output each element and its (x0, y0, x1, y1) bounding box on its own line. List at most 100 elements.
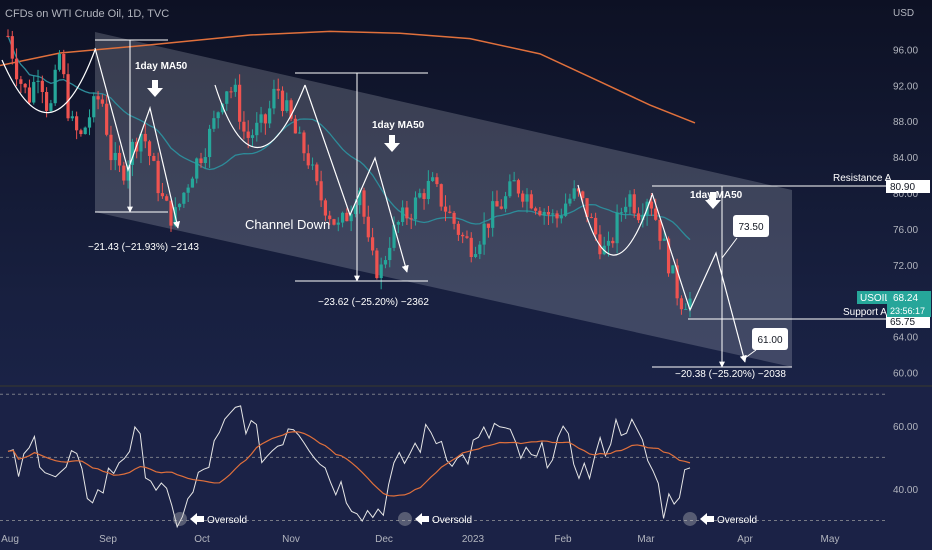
candle-body (156, 160, 160, 194)
candle-body (366, 216, 370, 238)
price-tick-label: 64.00 (893, 333, 918, 344)
candle-body (503, 196, 508, 209)
oversold-label: Oversold (207, 515, 247, 526)
candle-body (521, 193, 525, 202)
candle-body (70, 116, 74, 119)
candle-body (396, 222, 400, 225)
candle-body (340, 212, 345, 223)
candle-body (220, 103, 225, 113)
candle-body (546, 211, 551, 215)
rsi-ma-line (7, 431, 691, 497)
ma50-callout: 1day MA50 (372, 120, 425, 131)
candle-body (461, 234, 465, 237)
price-tick-label: 84.00 (893, 153, 918, 164)
candle-body (611, 240, 615, 244)
time-tick-label: Feb (554, 534, 572, 545)
candle-body (658, 219, 662, 241)
candle-body (255, 122, 259, 136)
candle-body (383, 260, 388, 265)
candle-body (96, 96, 100, 100)
candle-body (306, 153, 310, 166)
support-value: 65.75 (890, 317, 915, 328)
time-tick-label: Sep (99, 534, 117, 545)
candle-body (259, 114, 263, 123)
resistance-label: Resistance A (833, 173, 892, 184)
candle-body (456, 223, 460, 235)
candle-body (431, 177, 435, 181)
candle-body (66, 74, 70, 119)
candle-body (122, 165, 126, 181)
candle-body (632, 194, 636, 214)
time-tick-label: Dec (375, 534, 393, 545)
candle-body (57, 53, 62, 70)
candle-body (675, 265, 679, 299)
channel-down (95, 32, 792, 367)
candle-body (392, 224, 396, 248)
candle-body (195, 158, 199, 179)
candle-body (126, 164, 130, 181)
zigzag-pattern (94, 47, 181, 229)
candle-body (379, 264, 383, 279)
last-price-box (887, 291, 931, 317)
candle-body (53, 69, 57, 104)
candle-body (349, 214, 353, 222)
candle-body (32, 81, 36, 103)
axis-price-box (886, 315, 930, 328)
candle-body (319, 181, 323, 201)
candle-body (203, 157, 207, 163)
candle-body (422, 193, 426, 199)
arc-pattern (214, 84, 306, 148)
candle-body (418, 193, 422, 198)
candle-body (14, 58, 19, 80)
candle-body (207, 128, 212, 158)
candle-body (409, 218, 413, 220)
candle-body (413, 197, 418, 220)
candle-body (615, 212, 619, 244)
candle-body (6, 35, 10, 37)
candle-body (233, 84, 237, 92)
candle-body (679, 298, 684, 310)
candle-body (229, 91, 233, 93)
candle-body (109, 134, 113, 161)
target-61-label: 61.00 (757, 335, 782, 346)
ma50-line (7, 35, 691, 241)
candle-body (465, 236, 469, 238)
candle-body (358, 190, 362, 206)
target-box (752, 328, 788, 350)
candle-body (619, 212, 623, 214)
candle-body (147, 141, 152, 156)
candle-body (289, 100, 293, 119)
measure-label: −21.43 (−21.93%) −2143 (88, 242, 199, 253)
target-73-label: 73.50 (738, 222, 763, 233)
candle-body (328, 215, 332, 220)
candle-body (293, 118, 297, 134)
candle-body (568, 198, 572, 204)
candle-body (542, 211, 546, 216)
price-tick-label: 60.00 (893, 369, 918, 380)
oversold-marker (398, 511, 412, 526)
candle-body (401, 207, 405, 223)
oversold-marker (683, 511, 697, 526)
candle-body (628, 194, 632, 207)
candle-body (469, 237, 473, 258)
candle-body (495, 201, 499, 207)
chart-title: CFDs on WTI Crude Oil, 1D, TVC (5, 8, 170, 20)
time-tick-label: 2023 (462, 534, 485, 545)
candle-body (478, 244, 482, 255)
currency-label: USD (893, 8, 915, 19)
measure-label: −23.62 (−25.20%) −2362 (318, 297, 429, 308)
candle-body (280, 90, 285, 111)
candle-body (186, 187, 190, 193)
down-arrow-icon (384, 135, 400, 152)
candle-body (662, 238, 666, 241)
candle-body (641, 214, 645, 221)
candle-body (426, 180, 430, 199)
candle-body (508, 181, 512, 197)
candle-body (516, 180, 521, 194)
candle-body (443, 206, 448, 212)
rsi-tick-label: 40.00 (893, 485, 918, 496)
candle-body (117, 152, 122, 166)
candle-body (238, 84, 242, 122)
